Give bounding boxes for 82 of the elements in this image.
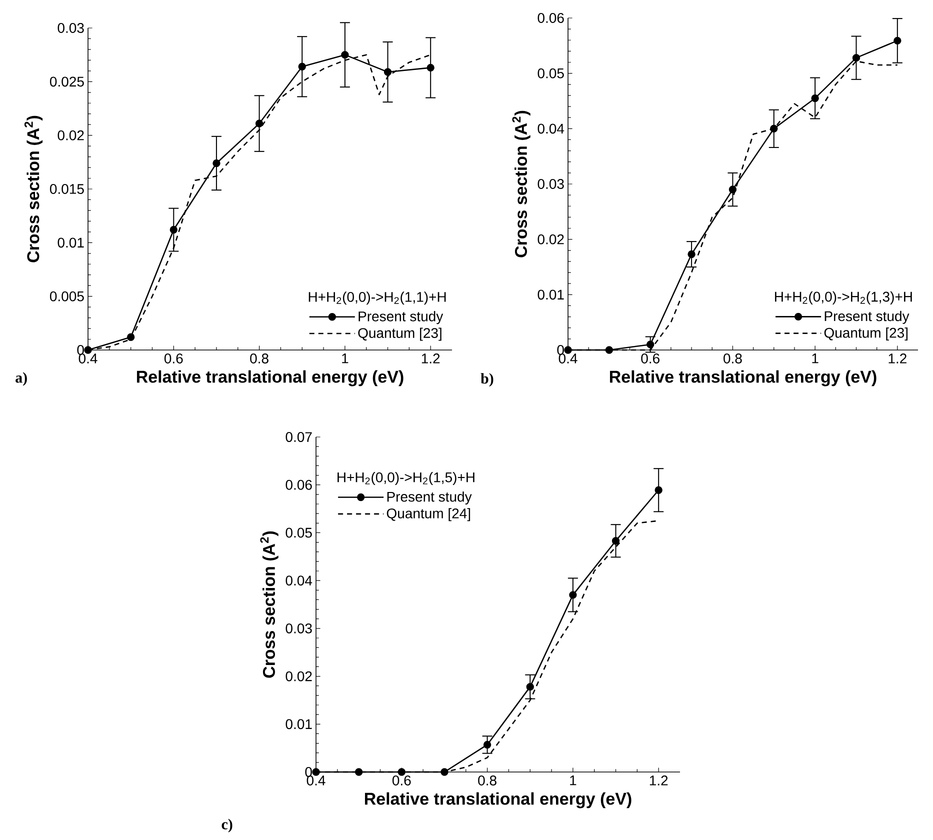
x-tick-label: 1 [812, 354, 818, 364]
y-axis-title: Cross section (A$^{2}$) [24, 116, 43, 262]
x-tick-label: 0.6 [392, 776, 411, 786]
x-tick-label: 0.6 [164, 354, 183, 364]
point [341, 50, 349, 59]
point [170, 226, 178, 234]
x-axis-title: Relative translational energy (eV) [610, 370, 876, 386]
y-axis-title: Cross section (A$^{2}$) [512, 110, 530, 258]
legend-label: Quantum [24] [386, 508, 470, 522]
x-tick-label: 0.4 [306, 776, 326, 786]
point [255, 120, 264, 128]
point [312, 768, 320, 776]
x-tick-label: 1.2 [650, 776, 668, 786]
y-axis-title: Cross section (A$^{2}$) [260, 531, 278, 678]
point [770, 124, 778, 133]
point [126, 333, 135, 341]
y-tick-label: 0 [305, 767, 312, 777]
y-tick-label: 0.06 [538, 13, 564, 23]
y-tick-label: 0.01 [538, 290, 564, 300]
point [852, 54, 860, 62]
y-tick-label: 0.05 [538, 68, 564, 78]
x-tick-label: 1 [570, 776, 576, 786]
legend-label: Quantum [23] [824, 328, 908, 341]
x-axis-title: Relative translational energy (eV) [136, 370, 404, 386]
x-tick-label: 0.4 [78, 354, 98, 364]
legend-title: H+H$_{2}$(0,0)->H$_{2}$(1,1)+H [308, 292, 446, 305]
y-tick-label: 0.005 [50, 291, 84, 302]
point [646, 340, 654, 348]
point [426, 64, 434, 72]
y-tick-label: 0.02 [538, 234, 564, 244]
point [212, 159, 220, 168]
y-tick-label: 0.01 [286, 719, 312, 730]
x-tick-label: 0.8 [250, 354, 268, 364]
legend-label: Present study [387, 491, 472, 504]
y-tick-label: 0.07 [286, 432, 312, 442]
y-tick-label: 0.03 [58, 23, 84, 33]
point [569, 591, 577, 599]
point [440, 768, 448, 776]
legend-title: H+H$_{2}$(0,0)->H$_{2}$(1,3)+H [775, 291, 912, 304]
point [564, 346, 572, 354]
y-tick-label: 0.03 [286, 623, 312, 634]
y-tick-label: 0.02 [58, 130, 84, 140]
y-tick-label: 0.04 [286, 576, 312, 586]
x-tick-label: 0.8 [724, 354, 742, 364]
point [354, 768, 363, 776]
y-tick-label: 0.05 [286, 528, 312, 538]
point [612, 537, 620, 545]
x-tick-label: 1.2 [422, 354, 440, 364]
x-tick-label: 1 [342, 354, 348, 364]
point [894, 36, 902, 45]
text: c) [222, 818, 232, 832]
y-tick-label: 0.03 [538, 179, 564, 189]
x-tick-label: 0.4 [558, 354, 578, 364]
text: b) [480, 373, 494, 387]
y-tick-label: 0 [77, 345, 84, 355]
y-tick-label: 0.04 [538, 124, 564, 134]
text: a) [16, 372, 27, 386]
y-tick-label: 0.01 [58, 238, 84, 248]
point [298, 62, 306, 70]
point [483, 740, 492, 749]
point [84, 346, 92, 354]
point [654, 486, 662, 494]
point [605, 346, 614, 354]
point [688, 250, 696, 258]
legend-title: H+H$_{2}$(0,0)->H$_{2}$(1,5)+H [338, 472, 474, 486]
point [728, 186, 737, 194]
x-tick-label: 1.2 [888, 354, 906, 364]
x-tick-label: 0.8 [478, 776, 496, 786]
point [811, 94, 819, 102]
y-tick-label: 0.025 [50, 76, 84, 87]
legend-label: Present study [824, 310, 910, 324]
x-axis-title: Relative translational energy (eV) [364, 792, 632, 808]
y-tick-label: 0.015 [50, 184, 84, 194]
legend-label: Present study [358, 311, 444, 324]
legend-label: Quantum [23] [358, 328, 442, 341]
y-tick-label: 0.02 [286, 671, 312, 682]
y-tick-label: 0.06 [286, 480, 312, 490]
point [398, 768, 406, 776]
point [384, 68, 392, 76]
point [526, 682, 534, 691]
y-tick-label: 0 [557, 345, 564, 355]
x-tick-label: 0.6 [641, 354, 660, 364]
